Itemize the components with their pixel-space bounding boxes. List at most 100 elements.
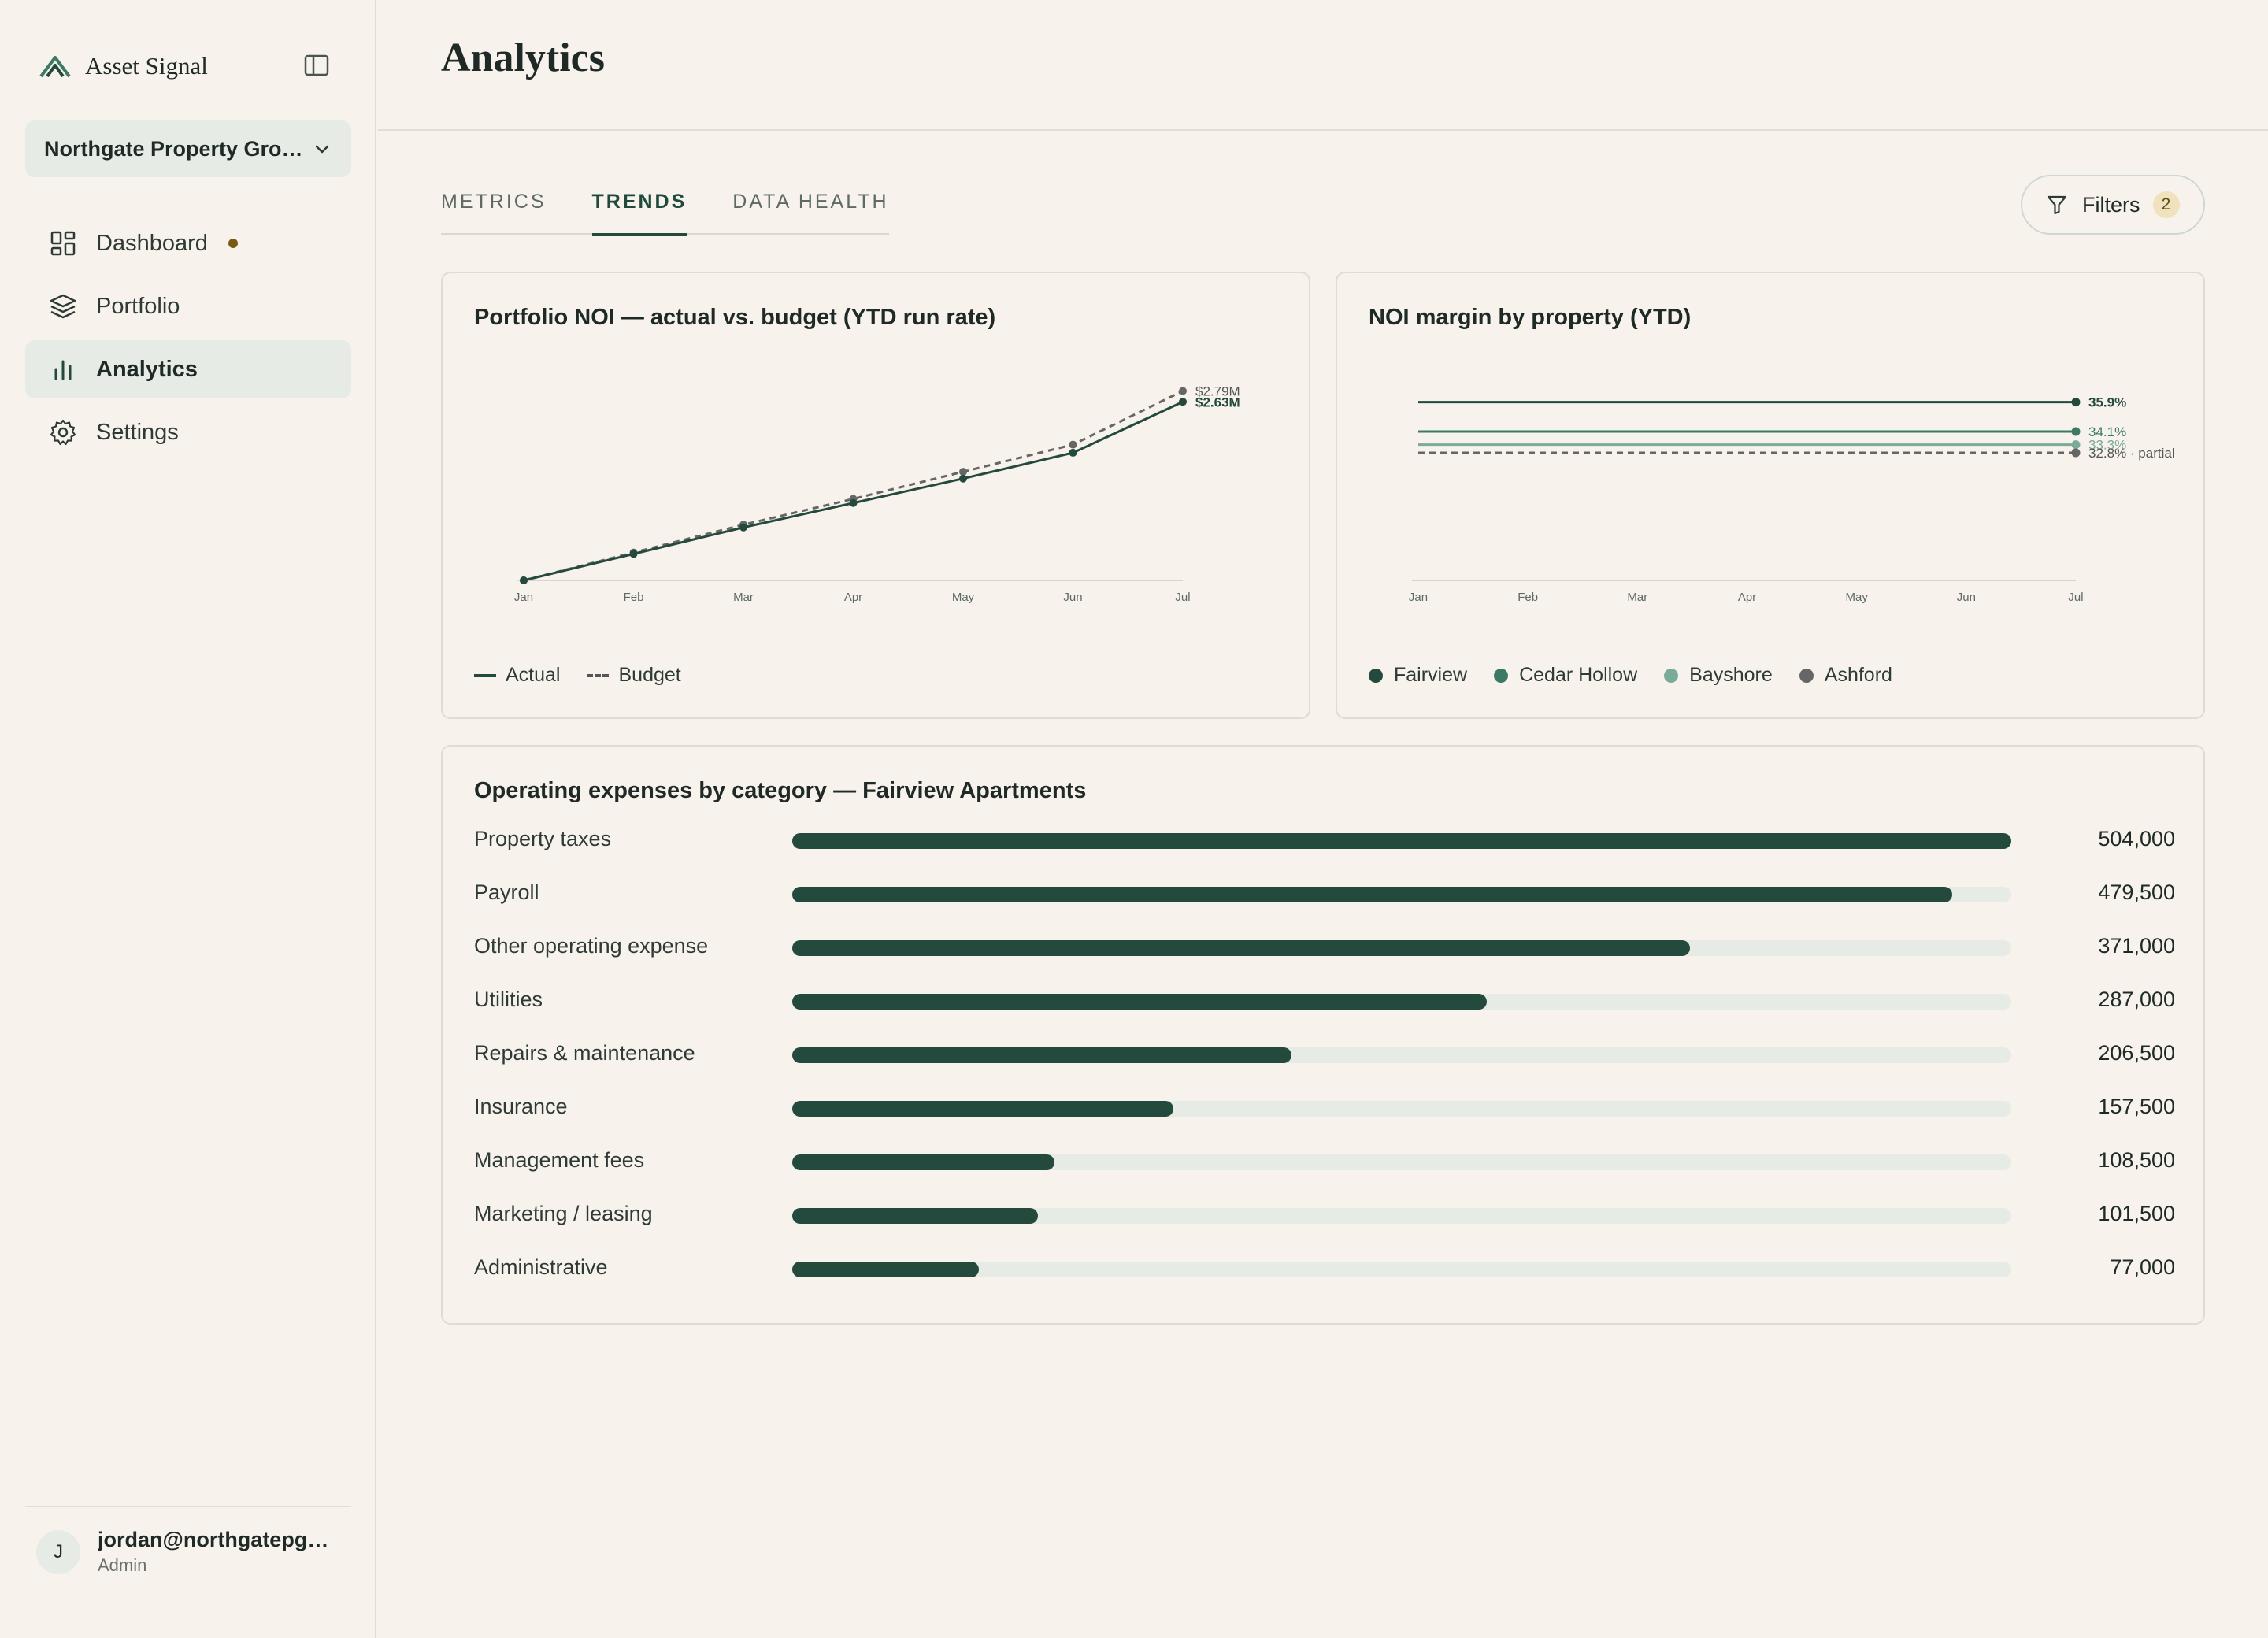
sidebar-toggle-icon[interactable] bbox=[302, 52, 331, 79]
bar-row: Marketing / leasing 101,500 bbox=[474, 1191, 2175, 1244]
sidebar-item-dashboard[interactable]: Dashboard bbox=[25, 214, 351, 272]
tab-trends[interactable]: TRENDS bbox=[591, 183, 687, 236]
bar-label: Insurance bbox=[474, 1095, 568, 1118]
legend-label: Ashford bbox=[1824, 664, 1892, 686]
org-selector[interactable]: Northgate Property Group bbox=[25, 120, 351, 177]
chart-legend: Fairview Cedar Hollow Bayshore Ashford bbox=[1369, 664, 1919, 687]
x-tick-label: Jun bbox=[1063, 591, 1082, 604]
bar bbox=[792, 887, 1952, 902]
x-tick-label: Apr bbox=[844, 591, 862, 604]
legend-item-ashford: Ashford bbox=[1799, 664, 1892, 687]
divider bbox=[378, 129, 2268, 131]
bar-track bbox=[792, 1154, 2011, 1170]
legend-item-bayshore: Bayshore bbox=[1664, 664, 1773, 687]
bar-value: 206,500 bbox=[2098, 1041, 2175, 1065]
legend-label: Actual bbox=[506, 664, 561, 686]
bar-label: Marketing / leasing bbox=[474, 1202, 653, 1225]
x-tick-label: Jan bbox=[514, 591, 533, 604]
brand[interactable]: Asset Signal bbox=[39, 49, 208, 83]
dashboard-icon bbox=[50, 231, 76, 256]
bar-row: Insurance 157,500 bbox=[474, 1084, 2175, 1137]
legend-dot bbox=[1369, 668, 1383, 683]
noi-margin-card: NOI margin by property (YTD) Jan Feb Mar Ap… bbox=[1336, 272, 2205, 719]
data-label: 35.9% bbox=[2088, 395, 2126, 410]
data-point bbox=[1179, 387, 1187, 395]
sidebar-item-analytics[interactable]: Analytics bbox=[25, 340, 351, 398]
bar-row: Other operating expense 371,000 bbox=[474, 923, 2175, 976]
filters-button[interactable]: Filters 2 bbox=[2021, 175, 2205, 235]
layers-icon bbox=[50, 294, 76, 319]
legend-label: Cedar Hollow bbox=[1519, 664, 1638, 686]
bar bbox=[792, 940, 1690, 956]
bar-row: Payroll 479,500 bbox=[474, 869, 2175, 923]
sidebar-item-label: Settings bbox=[96, 419, 179, 445]
data-point bbox=[1179, 398, 1187, 406]
bar bbox=[792, 1154, 1055, 1170]
tab-data-health[interactable]: DATA HEALTH bbox=[732, 191, 889, 213]
data-point bbox=[849, 498, 858, 507]
bar-value: 479,500 bbox=[2098, 880, 2175, 904]
bar-track bbox=[792, 833, 2011, 849]
x-tick-label: Mar bbox=[733, 591, 754, 604]
legend-item-cedar-hollow: Cedar Hollow bbox=[1494, 664, 1637, 687]
bar bbox=[792, 1262, 979, 1277]
x-tick-label: Jun bbox=[1957, 591, 1976, 604]
bar-track bbox=[792, 887, 2011, 902]
legend-item-fairview: Fairview bbox=[1369, 664, 1467, 687]
data-point bbox=[739, 523, 747, 532]
chart-title: Operating expenses by category — Fairvie… bbox=[474, 778, 1087, 803]
sidebar-item-settings[interactable]: Settings bbox=[25, 403, 351, 461]
bar-row: Repairs & maintenance 206,500 bbox=[474, 1030, 2175, 1084]
tab-metrics[interactable]: METRICS bbox=[441, 191, 547, 213]
bar-label: Administrative bbox=[474, 1255, 608, 1279]
x-tick-label: Mar bbox=[1627, 591, 1647, 604]
x-tick-label: Jul bbox=[1175, 591, 1190, 604]
data-point bbox=[629, 550, 638, 558]
legend-dot bbox=[1799, 668, 1814, 683]
data-point bbox=[520, 576, 528, 584]
bar-value: 101,500 bbox=[2098, 1202, 2175, 1225]
divider bbox=[25, 1506, 351, 1507]
data-label: 32.8% · partial bbox=[2088, 446, 2175, 461]
sidebar-item-portfolio[interactable]: Portfolio bbox=[25, 277, 351, 335]
chart-title: NOI margin by property (YTD) bbox=[1369, 305, 1692, 330]
bar-row: Administrative 77,000 bbox=[474, 1244, 2175, 1298]
series-line-budget bbox=[523, 390, 1184, 582]
data-point bbox=[1069, 440, 1077, 449]
x-tick-label: Jul bbox=[2068, 591, 2083, 604]
legend-label: Bayshore bbox=[1689, 664, 1773, 686]
bar-label: Utilities bbox=[474, 988, 543, 1011]
bar-label: Property taxes bbox=[474, 827, 612, 850]
data-point bbox=[959, 468, 967, 476]
bar-value: 371,000 bbox=[2098, 934, 2175, 958]
bar-label: Management fees bbox=[474, 1148, 645, 1172]
user-menu[interactable]: J jordan@northgatepg.com Admin bbox=[36, 1528, 334, 1576]
bar bbox=[792, 994, 1487, 1010]
bar-value: 157,500 bbox=[2098, 1095, 2175, 1118]
data-point bbox=[1069, 448, 1077, 457]
bar-track bbox=[792, 940, 2011, 956]
x-tick-label: May bbox=[952, 591, 975, 604]
legend-dot bbox=[1664, 668, 1679, 683]
user-email: jordan@northgatepg.com bbox=[98, 1528, 334, 1551]
bar-value: 287,000 bbox=[2098, 988, 2175, 1011]
app-name: Asset Signal bbox=[85, 52, 208, 80]
bar-value: 108,500 bbox=[2098, 1148, 2175, 1172]
data-label: $2.63M bbox=[1195, 395, 1240, 410]
bar-row: Management fees 108,500 bbox=[474, 1137, 2175, 1191]
bar-track bbox=[792, 1208, 2011, 1224]
chart-title: Portfolio NOI — actual vs. budget (YTD r… bbox=[474, 305, 996, 330]
chevron-down-icon bbox=[315, 145, 329, 154]
data-label: 34.1% bbox=[2088, 424, 2126, 439]
data-point bbox=[959, 474, 967, 483]
bar-label: Repairs & maintenance bbox=[474, 1041, 695, 1065]
bar-chart-icon bbox=[54, 360, 72, 380]
gear-icon bbox=[50, 419, 76, 446]
noi-chart-card: Portfolio NOI — actual vs. budget (YTD r… bbox=[441, 272, 1310, 719]
legend-dot bbox=[1494, 668, 1509, 683]
tab-bar: METRICS TRENDS DATA HEALTH bbox=[441, 183, 889, 236]
user-role: Admin bbox=[98, 1555, 147, 1575]
asset-signal-logo-icon bbox=[39, 56, 71, 78]
bar-label: Other operating expense bbox=[474, 934, 709, 958]
sidebar-item-label: Dashboard bbox=[96, 230, 208, 256]
